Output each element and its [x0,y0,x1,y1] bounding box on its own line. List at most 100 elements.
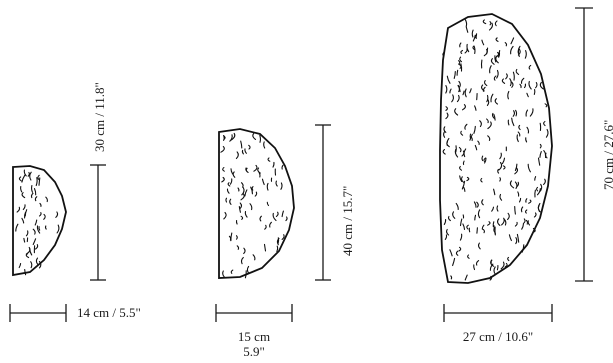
texture-stroke [447,215,451,222]
texture-stroke [451,94,454,103]
texture-stroke [479,120,482,128]
texture-stroke [481,39,485,46]
texture-stroke [452,211,456,219]
texture-stroke [507,90,510,100]
texture-stroke [228,235,232,241]
texture-stroke [259,134,261,143]
texture-stroke [55,211,59,218]
texture-stroke [38,177,41,186]
texture-stroke [35,257,39,265]
texture-stroke [18,176,22,182]
texture-stroke [35,177,38,187]
lamp-small: 30 cm / 11.8" 14 cm / 5.5" [9,82,141,322]
texture-stroke [522,218,526,225]
texture-stroke [472,34,476,42]
lamp-large-width-dimension [443,304,553,322]
texture-stroke [526,126,530,134]
texture-stroke [524,50,527,59]
texture-stroke [275,211,279,218]
texture-stroke [481,224,485,230]
texture-stroke [460,63,463,72]
texture-stroke [487,135,491,141]
texture-stroke [446,228,450,236]
texture-stroke [266,182,269,191]
texture-stroke [493,188,496,196]
texture-stroke [512,110,515,117]
texture-stroke [449,88,452,94]
texture-stroke [496,205,499,212]
texture-stroke [458,246,462,252]
texture-stroke [36,225,41,234]
texture-stroke [534,189,536,198]
texture-stroke [261,178,265,186]
texture-stroke [466,43,470,53]
texture-stroke [481,199,484,206]
texture-stroke [442,149,446,155]
texture-stroke [500,261,505,270]
texture-stroke [243,247,246,255]
texture-stroke [543,178,546,186]
lamp-medium-texture [220,132,288,279]
texture-stroke [229,178,233,185]
texture-stroke [525,137,528,143]
texture-stroke [31,184,34,193]
texture-stroke [533,88,536,95]
texture-stroke [446,141,450,148]
texture-stroke [455,202,459,211]
texture-stroke [501,157,506,165]
texture-stroke [497,168,500,174]
texture-stroke [532,227,536,233]
texture-stroke [464,48,468,54]
texture-stroke [460,176,465,184]
texture-stroke [34,219,38,226]
texture-stroke [223,135,225,141]
texture-stroke [236,245,240,250]
texture-stroke [545,128,549,138]
texture-stroke [521,244,525,253]
texture-stroke [248,144,251,150]
texture-stroke [235,151,239,160]
texture-stroke [230,168,234,175]
texture-stroke [514,181,518,189]
texture-stroke [543,120,546,127]
texture-stroke [263,141,266,149]
texture-stroke [535,82,538,89]
texture-stroke [34,196,38,202]
texture-stroke [446,75,451,84]
texture-stroke [476,201,479,208]
texture-stroke [459,56,463,63]
texture-stroke [483,48,488,57]
texture-stroke [507,119,510,126]
texture-stroke [536,188,541,196]
texture-stroke [474,214,477,221]
texture-stroke [491,112,495,119]
texture-stroke [510,37,515,45]
texture-stroke [459,42,462,48]
texture-stroke [263,243,267,252]
texture-stroke [514,167,519,175]
texture-stroke [514,221,518,227]
texture-stroke [519,83,522,89]
texture-stroke [449,249,453,257]
texture-stroke [220,145,225,153]
texture-stroke [493,266,496,275]
texture-stroke [486,94,489,103]
texture-stroke [461,104,466,111]
texture-stroke [20,185,23,193]
lamp-small-width-label: 14 cm / 5.5" [77,305,141,320]
texture-stroke [18,263,22,269]
texture-stroke [494,98,498,105]
texture-stroke [539,81,544,90]
texture-stroke [499,177,501,182]
texture-stroke [455,250,459,256]
texture-stroke [222,270,225,278]
texture-stroke [504,42,508,47]
texture-stroke [473,125,476,134]
texture-stroke [22,204,26,211]
texture-stroke [246,265,250,274]
texture-stroke [240,256,244,265]
texture-stroke [29,171,32,181]
texture-stroke [30,192,34,199]
texture-stroke [518,197,522,203]
texture-stroke [21,217,25,224]
